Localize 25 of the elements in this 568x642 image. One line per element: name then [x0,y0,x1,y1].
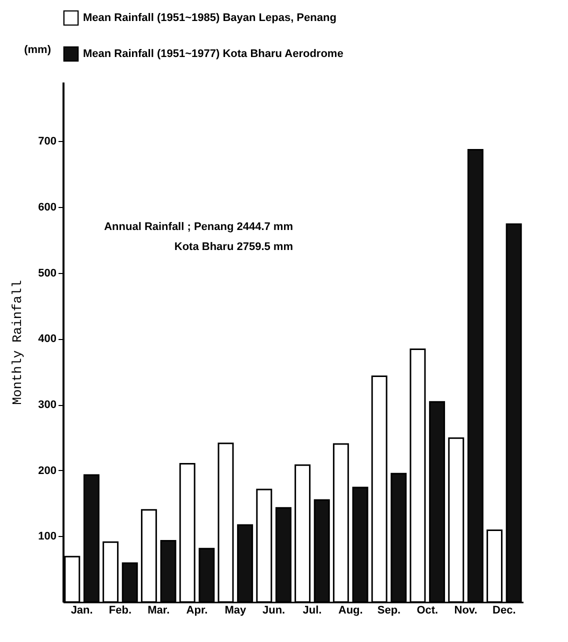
x-tick-label: May [224,604,247,616]
y-tick-label: 500 [38,267,56,280]
y-tick-label: 300 [38,399,56,412]
y-tick-label: 100 [38,530,56,543]
y-tick-label: 200 [38,464,56,477]
x-tick-label: Jun. [262,604,286,616]
x-tick-label: Jul. [302,604,322,616]
y-axis-title: Monthly Rainfall [10,280,26,405]
x-tick-label: Apr. [186,604,208,616]
x-tick-label: Dec. [492,604,516,616]
x-tick-label: Jan. [70,604,93,616]
annotation: Kota Bharu 2759.5 mm [174,241,294,253]
x-tick-label: Nov. [454,604,478,616]
legend-label: Mean Rainfall (1951~1977) Kota Bharu Aerodrome [83,48,344,60]
text: (mm) [24,44,52,56]
x-tick-label: Aug. [338,604,363,616]
y-tick-label: 400 [38,333,56,346]
x-tick-label: Sep. [377,604,401,616]
y-tick-label: 700 [38,136,56,148]
legend-label: Mean Rainfall (1951~1985) Bayan Lepas, Penang [83,12,336,24]
x-tick-label: Oct. [416,604,438,616]
y-tick-label: 600 [38,202,56,214]
x-tick-label: Mar. [148,604,170,616]
x-tick-label: Feb. [108,604,132,616]
annotation: Annual Rainfall ; Penang 2444.7 mm [104,221,294,233]
